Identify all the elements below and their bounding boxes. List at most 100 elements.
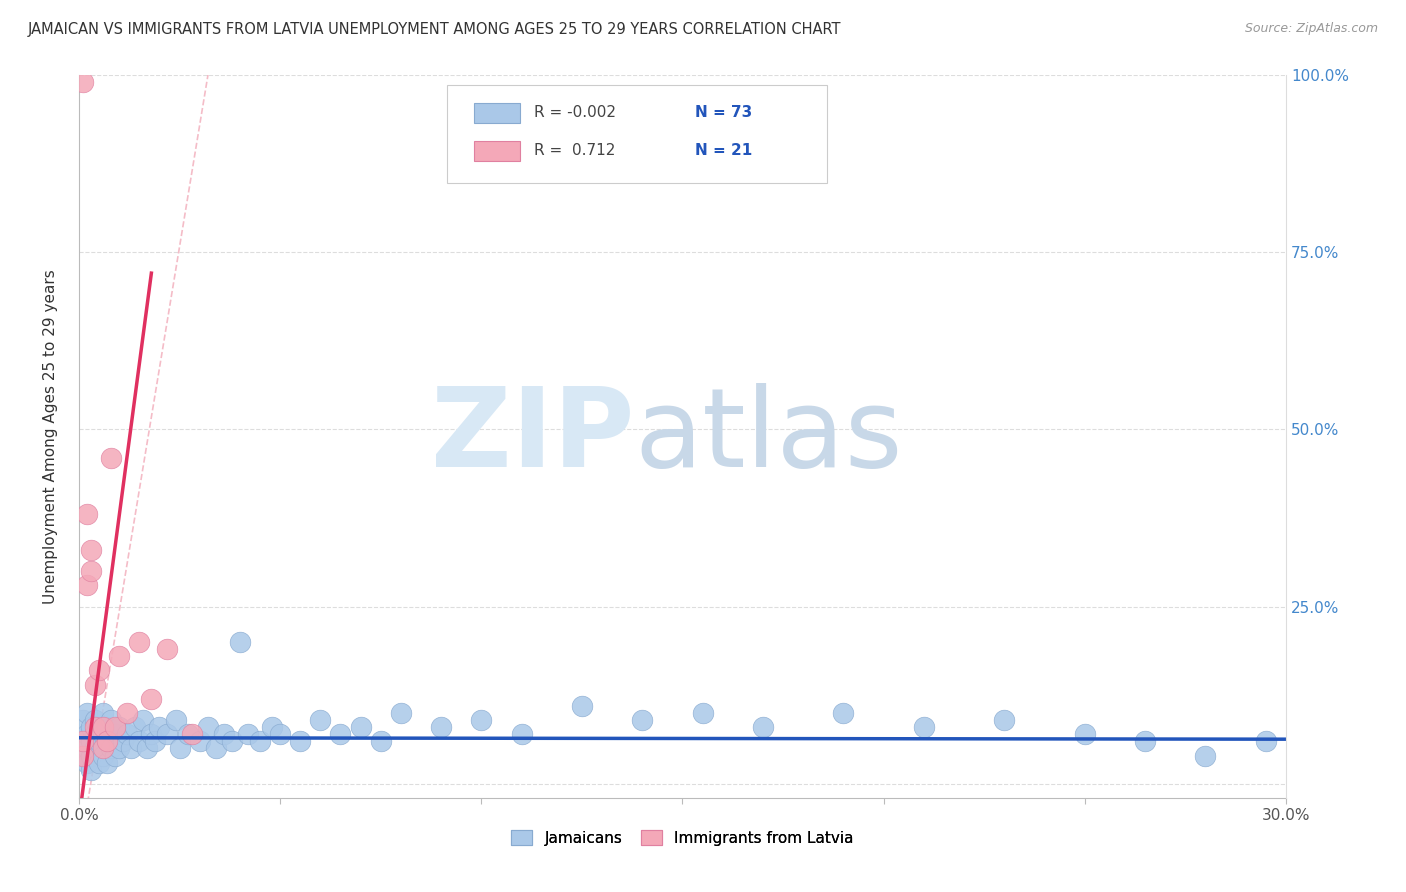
Text: ZIP: ZIP — [430, 383, 634, 490]
Point — [87, 720, 110, 734]
Point — [104, 720, 127, 734]
Point — [100, 450, 122, 465]
Point — [269, 727, 291, 741]
Point — [430, 720, 453, 734]
Point — [141, 691, 163, 706]
Point — [76, 706, 98, 720]
Point — [72, 74, 94, 88]
Point — [72, 734, 94, 748]
Text: JAMAICAN VS IMMIGRANTS FROM LATVIA UNEMPLOYMENT AMONG AGES 25 TO 29 YEARS CORREL: JAMAICAN VS IMMIGRANTS FROM LATVIA UNEMP… — [28, 22, 842, 37]
Point — [84, 720, 107, 734]
Point — [136, 741, 159, 756]
Legend: Jamaicans, Immigrants from Latvia: Jamaicans, Immigrants from Latvia — [505, 823, 860, 852]
Point — [80, 748, 103, 763]
Point — [104, 748, 127, 763]
Point — [80, 542, 103, 557]
Text: N = 73: N = 73 — [695, 104, 752, 120]
Point — [84, 741, 107, 756]
Point — [100, 713, 122, 727]
Point — [221, 734, 243, 748]
Point — [100, 741, 122, 756]
Point — [76, 578, 98, 592]
Point — [112, 734, 135, 748]
Point — [72, 748, 94, 763]
Text: R =  0.712: R = 0.712 — [534, 143, 616, 158]
Point — [132, 713, 155, 727]
Point — [128, 734, 150, 748]
Point — [349, 720, 371, 734]
Point — [84, 677, 107, 691]
Point — [1133, 734, 1156, 748]
FancyBboxPatch shape — [474, 141, 519, 161]
Point — [115, 727, 138, 741]
Point — [141, 727, 163, 741]
Point — [832, 706, 855, 720]
Point — [197, 720, 219, 734]
Point — [72, 734, 94, 748]
Point — [188, 734, 211, 748]
Point — [692, 706, 714, 720]
Point — [80, 720, 103, 734]
Point — [80, 734, 103, 748]
Point — [204, 741, 226, 756]
Point — [236, 727, 259, 741]
Point — [180, 727, 202, 741]
Point — [115, 706, 138, 720]
Point — [91, 727, 114, 741]
Point — [165, 713, 187, 727]
Point — [72, 748, 94, 763]
Point — [631, 713, 654, 727]
Point — [96, 734, 118, 748]
Point — [470, 713, 492, 727]
Point — [124, 720, 146, 734]
Text: Source: ZipAtlas.com: Source: ZipAtlas.com — [1244, 22, 1378, 36]
Point — [108, 741, 131, 756]
Point — [108, 720, 131, 734]
Point — [87, 734, 110, 748]
Point — [104, 727, 127, 741]
Point — [120, 741, 142, 756]
Point — [91, 720, 114, 734]
Point — [128, 635, 150, 649]
Point — [76, 741, 98, 756]
Text: atlas: atlas — [634, 383, 903, 490]
Point — [91, 748, 114, 763]
Point — [148, 720, 170, 734]
Point — [96, 720, 118, 734]
Point — [912, 720, 935, 734]
Text: R = -0.002: R = -0.002 — [534, 104, 616, 120]
Point — [262, 720, 284, 734]
Point — [87, 664, 110, 678]
Point — [108, 649, 131, 664]
Point — [571, 698, 593, 713]
Point — [80, 763, 103, 777]
Point — [72, 713, 94, 727]
Point — [290, 734, 312, 748]
Point — [84, 727, 107, 741]
Point — [76, 508, 98, 522]
Point — [80, 564, 103, 578]
Point — [96, 734, 118, 748]
Point — [510, 727, 533, 741]
Point — [156, 642, 179, 657]
Point — [1194, 748, 1216, 763]
Point — [156, 727, 179, 741]
Point — [1074, 727, 1097, 741]
Point — [76, 756, 98, 770]
Point — [1254, 734, 1277, 748]
FancyBboxPatch shape — [474, 103, 519, 123]
Point — [91, 741, 114, 756]
Point — [993, 713, 1015, 727]
Point — [176, 727, 198, 741]
Text: N = 21: N = 21 — [695, 143, 752, 158]
Point — [169, 741, 191, 756]
Point — [329, 727, 352, 741]
Point — [229, 635, 252, 649]
Point — [84, 713, 107, 727]
Point — [145, 734, 167, 748]
Point — [76, 727, 98, 741]
Y-axis label: Unemployment Among Ages 25 to 29 years: Unemployment Among Ages 25 to 29 years — [44, 268, 58, 604]
Point — [389, 706, 412, 720]
Point — [249, 734, 271, 748]
Point — [96, 756, 118, 770]
